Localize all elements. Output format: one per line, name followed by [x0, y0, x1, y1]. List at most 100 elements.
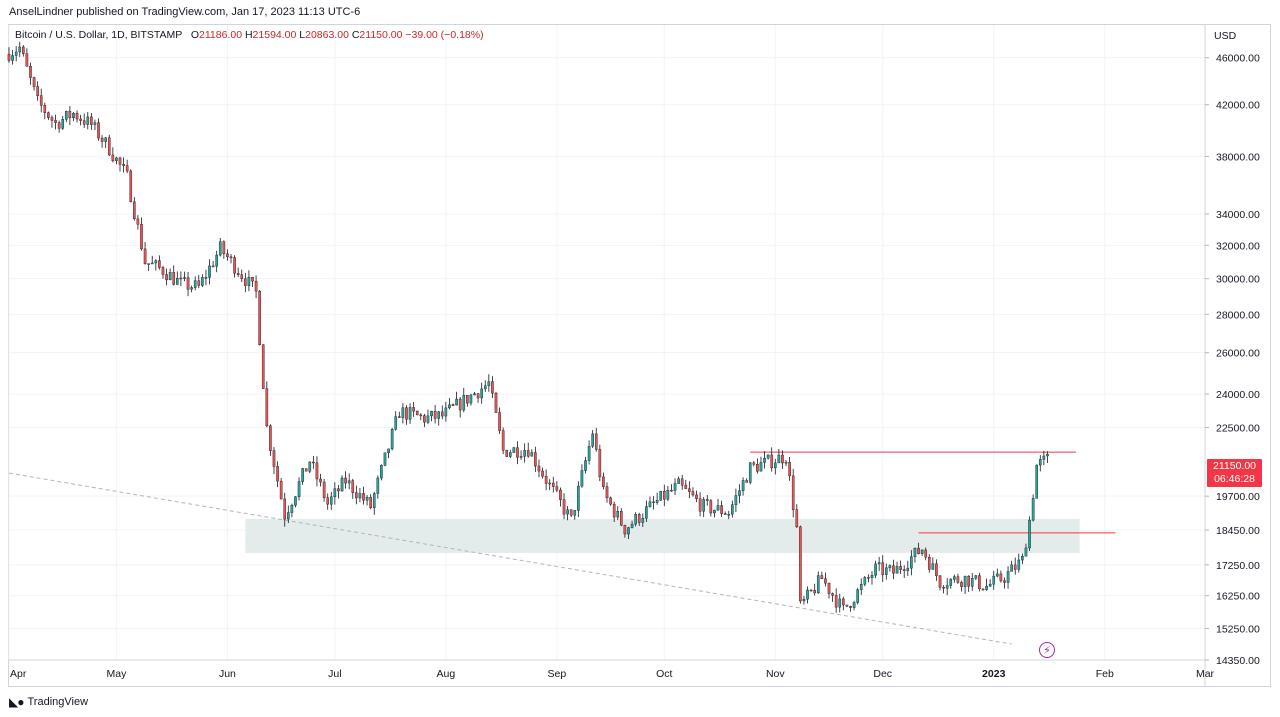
candle-down: [355, 492, 358, 499]
candle: [158, 255, 161, 270]
candle: [1013, 557, 1017, 575]
candle-down: [97, 122, 100, 139]
candle: [480, 382, 483, 404]
footer: ◣● TradingView: [9, 695, 88, 709]
candle-up: [648, 501, 652, 507]
candle: [781, 450, 784, 469]
tradingview-logo[interactable]: ◣●: [9, 695, 25, 709]
candle: [383, 452, 387, 467]
candle: [1006, 566, 1010, 589]
candle-down: [211, 265, 215, 268]
candle-up: [816, 575, 820, 594]
candle: [584, 456, 587, 474]
candle-down: [960, 582, 963, 587]
price-tick-label: 16250.00: [1216, 591, 1260, 603]
candle-down: [140, 224, 143, 250]
candle: [287, 505, 290, 524]
candle-down: [967, 575, 970, 587]
candle-up: [208, 265, 211, 278]
candle: [97, 118, 100, 141]
candle: [47, 111, 50, 120]
candle-up: [580, 470, 584, 487]
candle-down: [981, 588, 985, 591]
candle: [756, 458, 759, 474]
candle: [688, 481, 691, 499]
time-tick-label: Aug: [437, 668, 456, 680]
candle-down: [118, 157, 122, 165]
candle: [279, 477, 283, 500]
candle-down: [1003, 580, 1006, 583]
candle-down: [799, 526, 802, 602]
candle: [476, 392, 480, 403]
candle: [645, 500, 648, 523]
candle: [910, 550, 913, 576]
candle-down: [337, 488, 340, 492]
candle: [50, 115, 54, 128]
candle: [64, 110, 68, 123]
candle-down: [795, 509, 799, 528]
candle: [437, 411, 441, 426]
candle: [143, 242, 147, 265]
candle: [315, 456, 319, 487]
candle: [494, 391, 498, 414]
candle-down: [544, 475, 548, 484]
currency-label[interactable]: USD: [1214, 30, 1237, 42]
candle: [326, 493, 329, 510]
candle-down: [820, 575, 824, 580]
candle: [308, 461, 312, 474]
candle: [401, 403, 405, 424]
candle-down: [7, 54, 11, 61]
candle-down: [57, 122, 61, 129]
candle: [1042, 450, 1046, 466]
candle-down: [276, 466, 279, 482]
candle-up: [584, 460, 587, 471]
candle: [978, 572, 981, 592]
candle: [562, 493, 566, 520]
candle-down: [222, 241, 226, 254]
price-tick-label: 18450.00: [1216, 525, 1260, 537]
candle: [1028, 516, 1031, 551]
candle-down: [344, 477, 347, 484]
candle-up: [401, 407, 405, 418]
candle-down: [405, 407, 408, 420]
candle-up: [945, 585, 949, 589]
candle-down: [362, 493, 365, 501]
candle-up: [372, 493, 376, 508]
time-tick-label: May: [107, 668, 128, 680]
candle: [874, 560, 877, 579]
candle: [655, 492, 659, 505]
candle-up: [1035, 464, 1039, 499]
candle-down: [555, 486, 559, 491]
candle: [458, 397, 462, 418]
candle-up: [462, 395, 466, 411]
candle-up: [1046, 454, 1049, 457]
time-tick-label: Jun: [219, 668, 236, 680]
candle-down: [476, 393, 480, 399]
candle-up: [247, 277, 251, 286]
candle: [985, 578, 988, 591]
candle-up: [985, 585, 988, 590]
candle-down: [79, 118, 82, 121]
candle: [419, 413, 423, 421]
last-price: 21150.00: [1212, 460, 1256, 472]
candle: [75, 110, 79, 123]
candle-up: [859, 583, 863, 590]
candle: [609, 496, 612, 506]
candle: [233, 255, 236, 278]
brand-name[interactable]: TradingView: [27, 696, 89, 708]
candle-up: [380, 465, 383, 479]
candle: [118, 156, 122, 172]
candle: [705, 495, 709, 506]
candle-up: [1038, 459, 1042, 466]
candle: [297, 477, 301, 501]
candle: [408, 403, 412, 424]
candle-down: [1013, 564, 1017, 570]
candle: [68, 106, 72, 126]
candle: [637, 512, 641, 526]
candle-down: [516, 447, 519, 458]
candle: [462, 387, 466, 413]
flash-icon[interactable]: ⚡: [1039, 642, 1055, 658]
candle-down: [709, 500, 713, 514]
candle: [140, 217, 143, 251]
